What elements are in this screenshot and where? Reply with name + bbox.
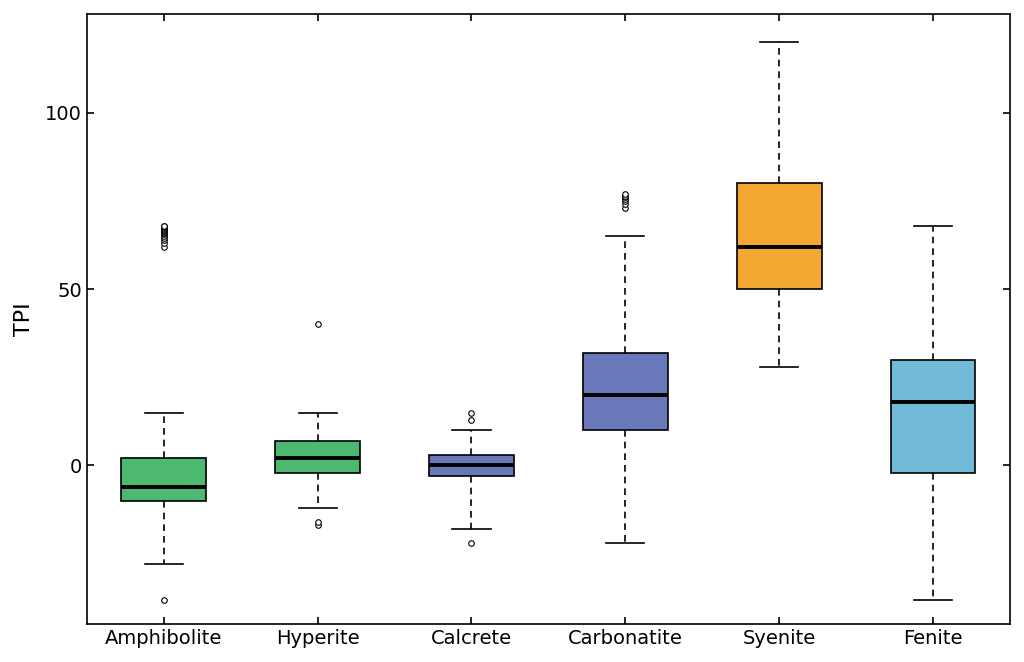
Bar xyxy=(891,359,976,473)
Bar xyxy=(583,353,668,430)
Bar xyxy=(737,183,821,289)
Bar xyxy=(122,458,206,500)
Y-axis label: TPI: TPI xyxy=(14,303,34,336)
Bar xyxy=(429,455,514,476)
Bar xyxy=(275,441,359,473)
